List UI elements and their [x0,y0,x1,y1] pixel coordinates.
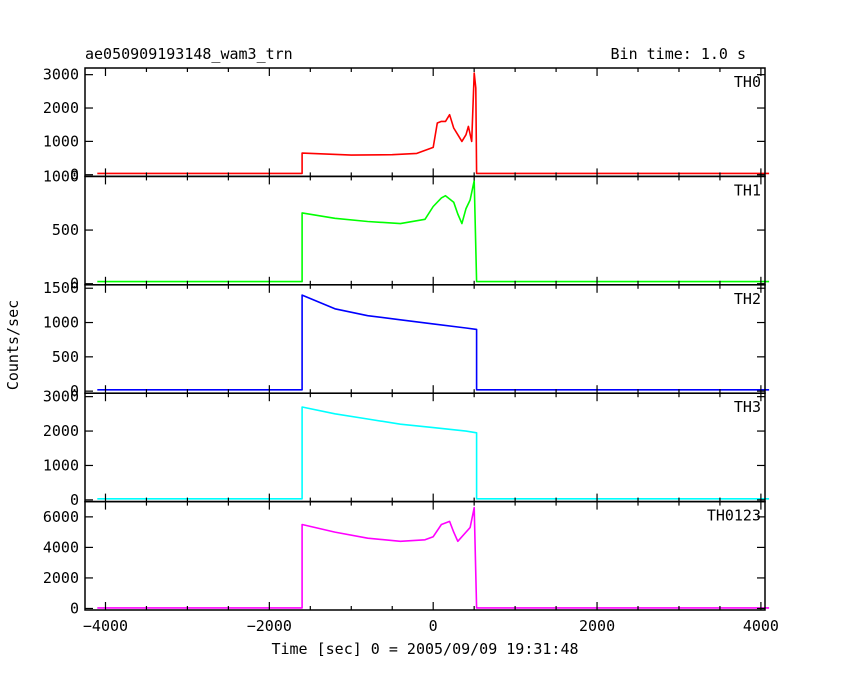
x-tick-label: −2000 [247,617,292,635]
y-tick-label: 4000 [43,538,79,556]
y-tick-label: 2000 [43,422,79,440]
panel-th1: 0 500 1000 TH1 [43,167,770,293]
y-tick-label: 3000 [43,388,79,406]
y-tick-label: 2000 [43,99,79,117]
series-line-th1 [97,179,770,283]
panel-frame [84,67,766,178]
series-line-th3 [97,406,770,500]
panel-th2: 0 500 1000 1500 TH2 [43,279,770,400]
x-tick-label: 2000 [579,617,615,635]
y-tick-label: 500 [52,348,79,366]
chart-title: ae050909193148_wam3_trn [85,45,293,63]
y-tick-label: 0 [70,166,79,184]
y-tick-label: 0 [70,382,79,400]
panel-label-th1: TH1 [734,181,761,199]
x-tick-label: 0 [429,617,438,635]
bin-time-label: Bin time: 1.0 s [611,45,746,63]
x-tick-label: −4000 [83,617,128,635]
y-axis-label: Counts/sec [4,300,22,390]
x-tick-label: 4000 [743,617,779,635]
y-tick-label: 500 [52,221,79,239]
panel-th3: 0 1000 2000 3000 TH3 [43,388,770,509]
y-tick-label: 0 [70,275,79,293]
panel-label-th0123: TH0123 [707,507,761,525]
y-tick-label: 0 [70,491,79,509]
y-tick-label: 1000 [43,456,79,474]
series-line-th2 [97,294,770,391]
panel-frame [84,175,766,286]
panel-frame [84,392,766,503]
panel-label-th0: TH0 [734,73,761,91]
series-line-th0 [97,72,770,175]
panel-label-th2: TH2 [734,290,761,308]
panel-th0123: 0 2000 4000 6000 TH0123 [43,500,770,617]
y-tick-label: 2000 [43,569,79,587]
y-tick-label: 3000 [43,66,79,84]
y-tick-label: 1000 [43,314,79,332]
panel-label-th3: TH3 [734,398,761,416]
y-tick-label: 1000 [43,132,79,150]
y-tick-label: 1500 [43,279,79,297]
x-axis-label: Time [sec] 0 = 2005/09/09 19:31:48 [271,640,578,658]
panel-frame [84,284,766,394]
y-tick-label: 0 [70,599,79,617]
y-tick-label: 1000 [43,167,79,185]
series-line-th0123 [97,506,770,609]
panel-frame [84,500,766,611]
y-tick-label: 6000 [43,508,79,526]
